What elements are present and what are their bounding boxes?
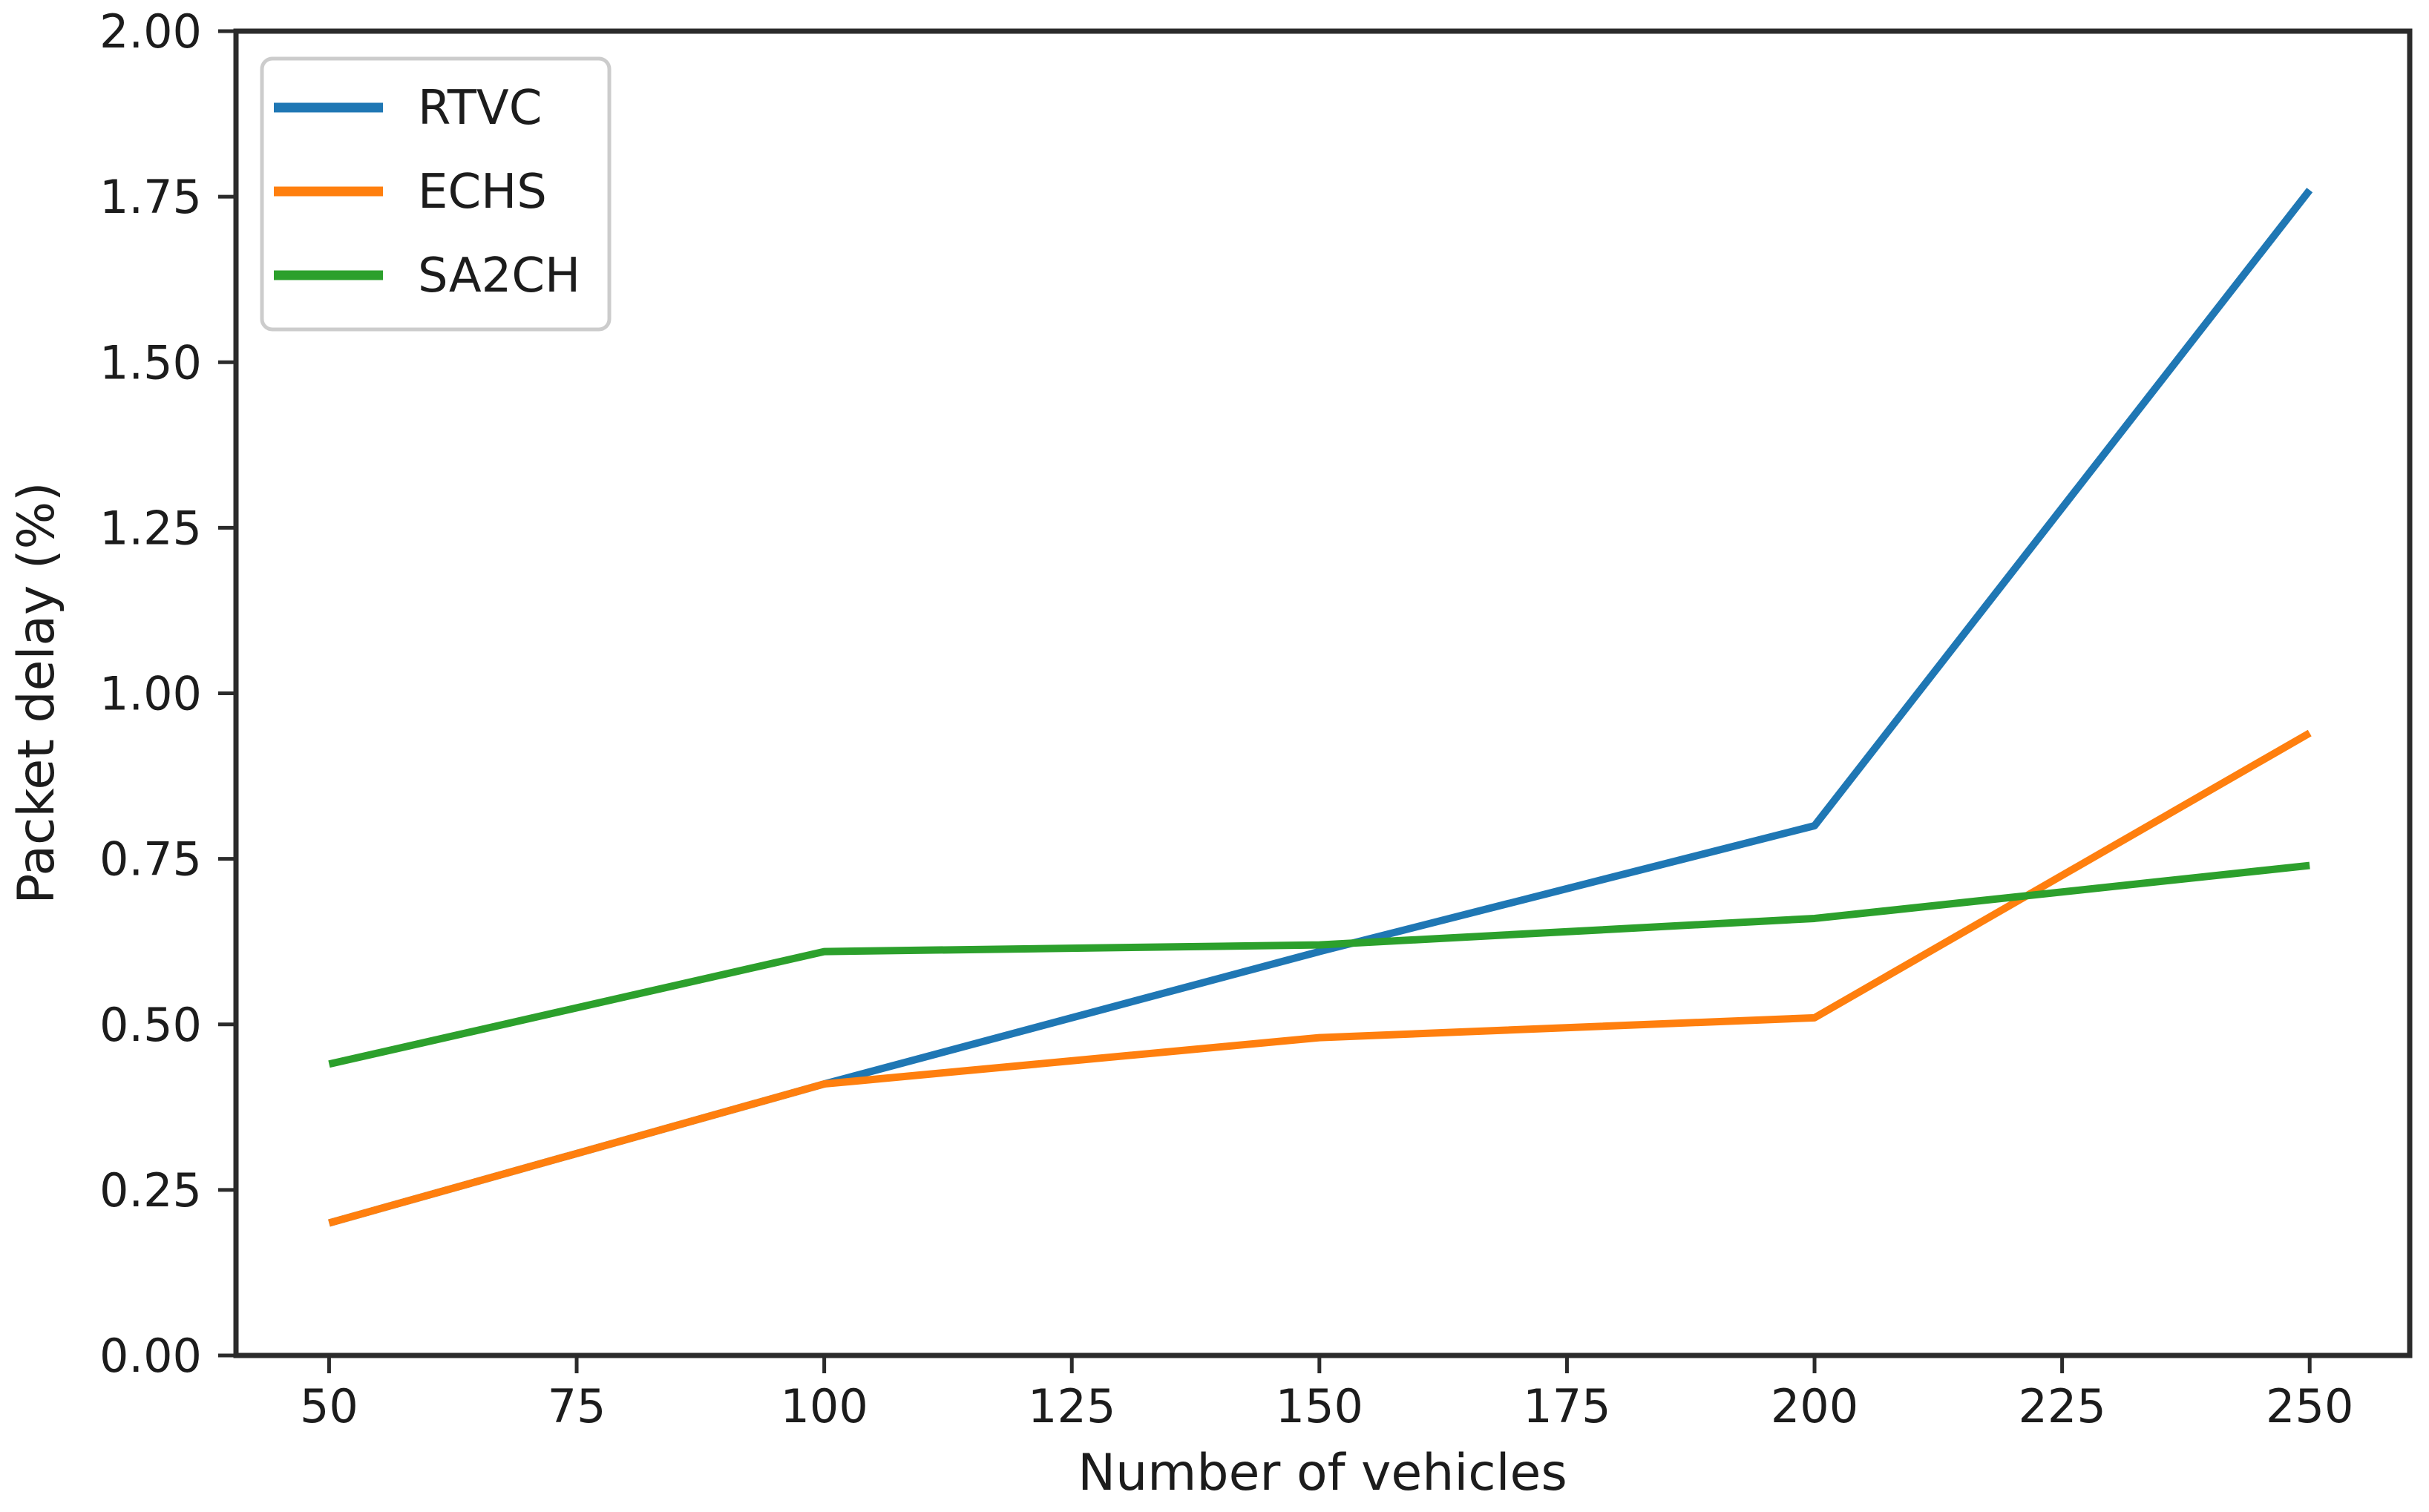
- x-axis-label: Number of vehicles: [1078, 1444, 1567, 1502]
- y-axis-tick-label: 0.50: [99, 998, 202, 1052]
- x-axis-tick-label: 175: [1523, 1379, 1610, 1433]
- y-axis-tick-label: 0.75: [99, 832, 202, 887]
- series-line-rtvc: [328, 188, 2313, 1227]
- legend: RTVC ECHS SA2CH: [260, 56, 612, 332]
- series-line-echs: [328, 729, 2312, 1227]
- legend-label-echs: ECHS: [418, 165, 547, 220]
- x-axis-tick-label: 125: [1028, 1379, 1115, 1433]
- y-axis-tick-label: 1.75: [99, 170, 202, 224]
- x-axis-tick-label: 150: [1276, 1379, 1363, 1433]
- y-axis-tick-label: 0.25: [99, 1163, 202, 1217]
- y-axis-tick-label: 2.00: [99, 4, 202, 59]
- y-axis-tick-label: 1.25: [99, 501, 202, 555]
- y-axis-label: Packet delay (%): [7, 481, 66, 904]
- x-axis-tick-label: 250: [2266, 1379, 2353, 1433]
- axes: 50 75 100 125 150 175 200 225 250 0.00 0.25 0.50 0.7…: [99, 4, 2413, 1433]
- legend-label-rtvc: RTVC: [418, 81, 542, 136]
- y-axis-tick-label: 0.00: [99, 1329, 202, 1383]
- series-line-sa2ch: [328, 861, 2310, 1068]
- x-axis-tick-label: 100: [780, 1379, 868, 1433]
- legend-box: [260, 56, 612, 332]
- x-axis-tick-label: 50: [300, 1379, 358, 1433]
- x-axis-tick-label: 75: [548, 1379, 606, 1433]
- x-axis-tick-label: 225: [2018, 1379, 2105, 1433]
- y-axis-tick-label: 1.00: [99, 667, 202, 721]
- series-lines: [328, 188, 2313, 1227]
- legend-label-sa2ch: SA2CH: [418, 249, 580, 303]
- x-axis-tick-label: 200: [1771, 1379, 1858, 1433]
- y-axis-tick-label: 1.50: [99, 335, 202, 389]
